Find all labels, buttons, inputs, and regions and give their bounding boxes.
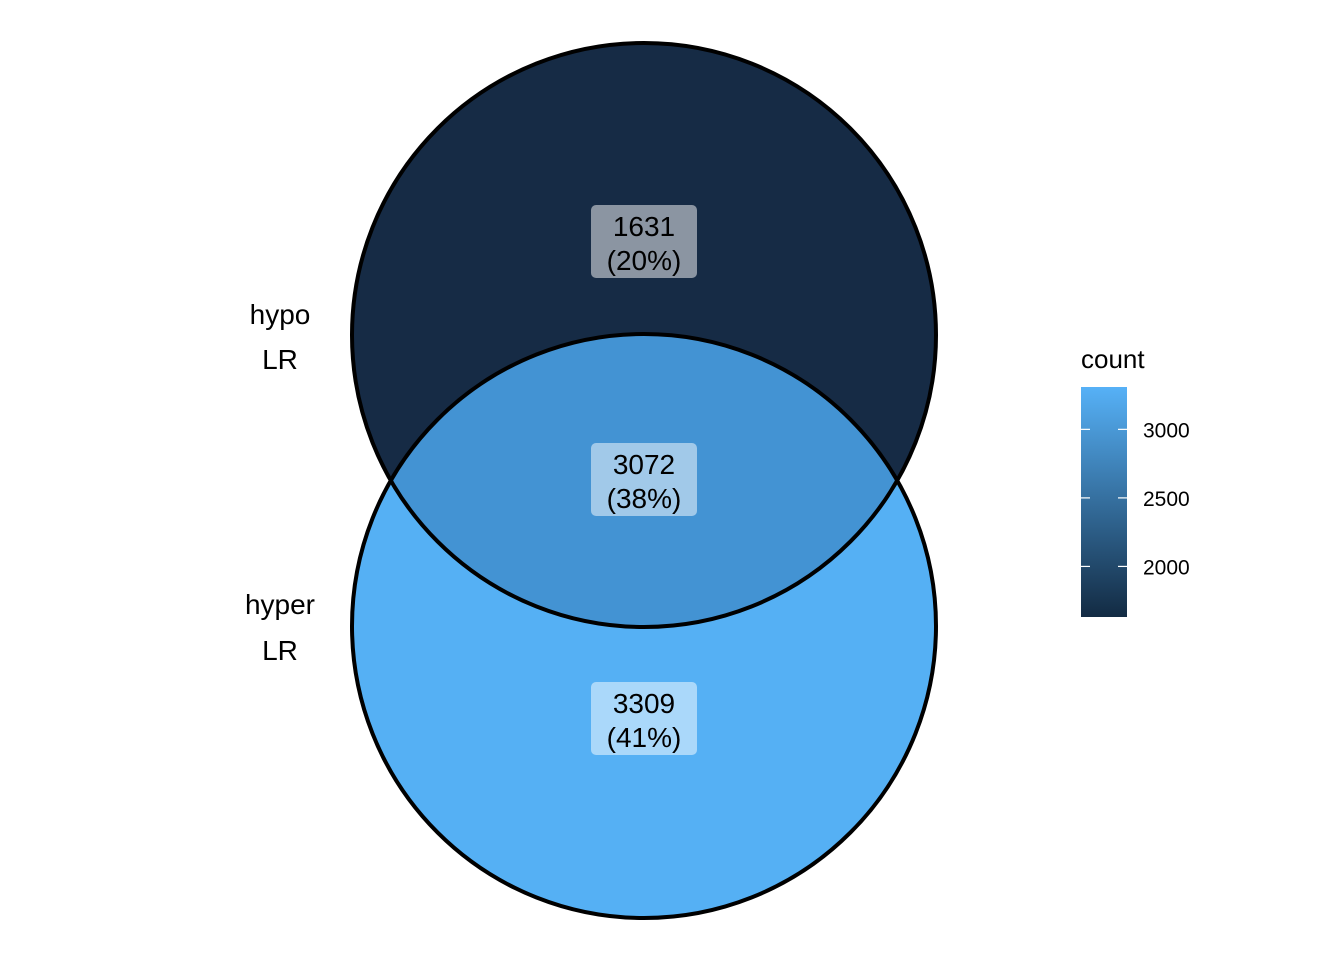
legend-colorbar	[1081, 387, 1127, 617]
percent-hypo-only: (20%)	[607, 245, 682, 276]
legend-ticks: 2000 2500 3000	[1081, 419, 1190, 579]
legend-tick-label: 3000	[1143, 419, 1190, 442]
set-label-hyper-line2: LR	[262, 635, 298, 666]
set-label-hypo-line2: LR	[262, 344, 298, 375]
count-intersection: 3072	[613, 449, 675, 480]
percent-intersection: (38%)	[607, 483, 682, 514]
label-box-hyper-only	[591, 682, 697, 755]
legend: count 2000 2500 3000	[1081, 344, 1190, 617]
set-label-hypo-line1: hypo	[250, 299, 311, 330]
set-label-hyper-line1: hyper	[245, 589, 315, 620]
percent-hyper-only: (41%)	[607, 722, 682, 753]
label-box-hypo-only	[591, 205, 697, 278]
legend-tick-label: 2000	[1143, 556, 1190, 579]
legend-title: count	[1081, 344, 1145, 374]
count-hypo-only: 1631	[613, 211, 675, 242]
set-outline-hypo	[350, 41, 938, 629]
label-box-intersection	[591, 443, 697, 516]
legend-tick-label: 2500	[1143, 488, 1190, 511]
count-hyper-only: 3309	[613, 688, 675, 719]
set-outline-hyper	[350, 332, 938, 920]
